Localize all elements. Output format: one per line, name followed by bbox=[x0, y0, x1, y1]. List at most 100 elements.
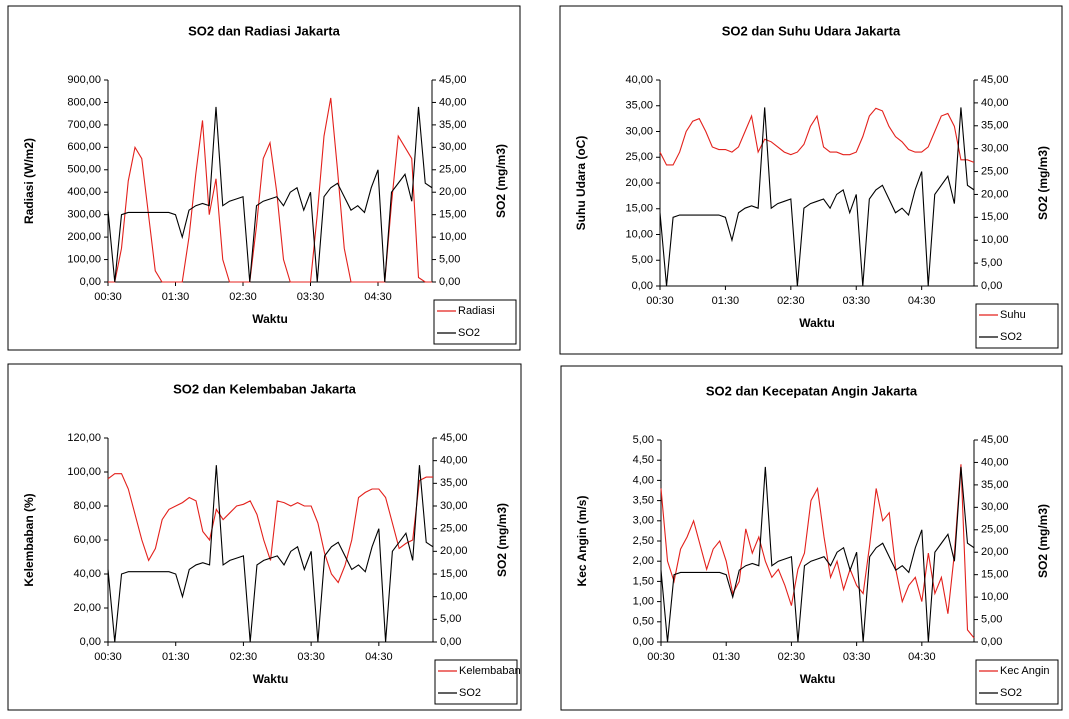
y2-tick-label: 15,00 bbox=[981, 211, 1009, 223]
x-tick-label: 03:30 bbox=[297, 651, 325, 663]
y2-tick-label: 25,00 bbox=[440, 523, 468, 535]
data-line bbox=[660, 466, 975, 643]
y-tick-label: 10,00 bbox=[625, 228, 653, 240]
data-line bbox=[659, 107, 975, 166]
y-tick-label: 15,00 bbox=[625, 203, 653, 215]
y-tick-label: 3,00 bbox=[633, 515, 654, 527]
chart-panel bbox=[559, 5, 1063, 355]
y-tick-label: 900,00 bbox=[67, 74, 101, 86]
y2-tick-label: 25,00 bbox=[439, 164, 467, 176]
y2-tick-label: 20,00 bbox=[981, 188, 1009, 200]
y-tick-label: 5,00 bbox=[632, 254, 653, 266]
legend-label: Suhu bbox=[1000, 309, 1026, 321]
y2-tick-label: 10,00 bbox=[981, 591, 1009, 603]
y2-tick-label: 45,00 bbox=[981, 434, 1009, 446]
y2-tick-label: 45,00 bbox=[439, 74, 467, 86]
y-tick-label: 40,00 bbox=[73, 568, 101, 580]
chart-panel bbox=[7, 363, 522, 711]
y-tick-label: 3,50 bbox=[633, 495, 654, 507]
y-tick-label: 35,00 bbox=[625, 100, 653, 112]
y2-tick-label: 20,00 bbox=[440, 545, 468, 557]
y2-tick-label: 20,00 bbox=[439, 186, 467, 198]
y2-tick-label: 10,00 bbox=[440, 591, 468, 603]
y-tick-label: 60,00 bbox=[73, 534, 101, 546]
y2-tick-label: 45,00 bbox=[981, 74, 1009, 86]
y-tick-label: 2,00 bbox=[633, 555, 654, 567]
legend bbox=[434, 659, 518, 705]
y-tick-label: 20,00 bbox=[625, 177, 653, 189]
y2-tick-label: 5,00 bbox=[981, 257, 1002, 269]
legend-label: SO2 bbox=[458, 327, 480, 339]
x-tick-label: 01:30 bbox=[162, 651, 190, 663]
y-tick-label: 0,00 bbox=[633, 636, 654, 648]
y-tick-label: 120,00 bbox=[67, 432, 101, 444]
y-tick-label: 600,00 bbox=[67, 141, 101, 153]
y-tick-label: 100,00 bbox=[67, 466, 101, 478]
y-tick-label: 25,00 bbox=[625, 151, 653, 163]
x-tick-label: 01:30 bbox=[712, 651, 740, 663]
y-axis-label: Radiasi (W/m2) bbox=[22, 138, 36, 224]
legend-label: SO2 bbox=[1000, 331, 1022, 343]
y2-tick-label: 35,00 bbox=[981, 479, 1009, 491]
y-tick-label: 200,00 bbox=[67, 231, 101, 243]
data-line bbox=[107, 465, 434, 643]
data-line bbox=[108, 97, 432, 283]
y-tick-label: 400,00 bbox=[67, 186, 101, 198]
data-line bbox=[107, 106, 433, 283]
y2-tick-label: 30,00 bbox=[981, 501, 1009, 513]
y2-tick-label: 25,00 bbox=[981, 165, 1009, 177]
y-tick-label: 800,00 bbox=[67, 96, 101, 108]
legend bbox=[975, 303, 1059, 349]
x-tick-label: 03:30 bbox=[297, 291, 325, 303]
y2-tick-label: 40,00 bbox=[981, 456, 1009, 468]
y2-tick-label: 35,00 bbox=[440, 477, 468, 489]
x-tick-label: 02:30 bbox=[229, 291, 257, 303]
chart-title: SO2 dan Kelembaban Jakarta bbox=[173, 381, 357, 396]
legend-label: Radiasi bbox=[458, 305, 495, 317]
data-line bbox=[107, 473, 433, 584]
y2-tick-label: 5,00 bbox=[981, 613, 1002, 625]
y-tick-label: 700,00 bbox=[67, 119, 101, 131]
y-tick-label: 40,00 bbox=[625, 74, 653, 86]
x-tick-label: 02:30 bbox=[778, 651, 806, 663]
y-tick-label: 0,00 bbox=[80, 636, 101, 648]
x-axis-label: Waktu bbox=[799, 316, 835, 330]
legend-label: Kec Angin bbox=[1000, 665, 1050, 677]
y2-tick-label: 30,00 bbox=[440, 500, 468, 512]
legend bbox=[975, 659, 1059, 705]
legend bbox=[433, 299, 517, 345]
y2-tick-label: 15,00 bbox=[440, 568, 468, 580]
y-tick-label: 4,00 bbox=[633, 474, 654, 486]
legend-label: Kelembaban bbox=[459, 665, 521, 677]
y2-tick-label: 40,00 bbox=[440, 455, 468, 467]
y2-tick-label: 0,00 bbox=[439, 276, 460, 288]
x-tick-label: 04:30 bbox=[365, 651, 393, 663]
y2-tick-label: 20,00 bbox=[981, 546, 1009, 558]
chart-panel bbox=[7, 5, 521, 351]
y-tick-label: 5,00 bbox=[633, 434, 654, 446]
x-tick-label: 04:30 bbox=[908, 295, 936, 307]
y-axis-label: Kec Angin (m/s) bbox=[575, 496, 589, 587]
y2-tick-label: 5,00 bbox=[440, 613, 461, 625]
y-axis-label: Kelembaban (%) bbox=[22, 493, 36, 586]
y2-tick-label: 0,00 bbox=[440, 636, 461, 648]
y-axis-label: Suhu Udara (oC) bbox=[574, 136, 588, 231]
y-tick-label: 300,00 bbox=[67, 209, 101, 221]
x-tick-label: 02:30 bbox=[230, 651, 258, 663]
y2-tick-label: 30,00 bbox=[981, 143, 1009, 155]
y-tick-label: 4,50 bbox=[633, 454, 654, 466]
y-tick-label: 0,50 bbox=[633, 616, 654, 628]
y-tick-label: 500,00 bbox=[67, 164, 101, 176]
y2-axis-label: SO2 (mg/m3) bbox=[1036, 146, 1050, 220]
chart-panel bbox=[560, 365, 1063, 711]
legend-label: SO2 bbox=[1000, 687, 1022, 699]
y2-tick-label: 15,00 bbox=[439, 209, 467, 221]
x-tick-label: 02:30 bbox=[777, 295, 805, 307]
x-axis-label: Waktu bbox=[253, 672, 289, 686]
y2-tick-label: 10,00 bbox=[981, 234, 1009, 246]
data-line bbox=[659, 107, 975, 287]
y-tick-label: 80,00 bbox=[73, 500, 101, 512]
y2-tick-label: 35,00 bbox=[439, 119, 467, 131]
x-axis-label: Waktu bbox=[252, 312, 288, 326]
